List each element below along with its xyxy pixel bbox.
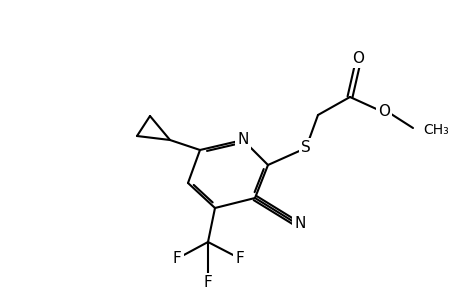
Text: O: O <box>351 50 363 65</box>
Text: N: N <box>294 217 305 232</box>
Text: F: F <box>235 251 244 266</box>
Text: CH₃: CH₃ <box>422 123 448 137</box>
Text: F: F <box>203 275 212 290</box>
Text: N: N <box>237 133 248 148</box>
Text: O: O <box>377 104 389 119</box>
Text: F: F <box>172 251 181 266</box>
Text: S: S <box>301 140 310 155</box>
